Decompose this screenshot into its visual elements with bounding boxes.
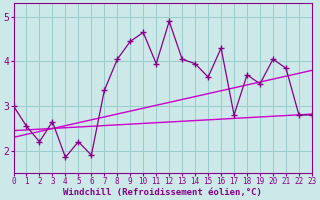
X-axis label: Windchill (Refroidissement éolien,°C): Windchill (Refroidissement éolien,°C): [63, 188, 262, 197]
